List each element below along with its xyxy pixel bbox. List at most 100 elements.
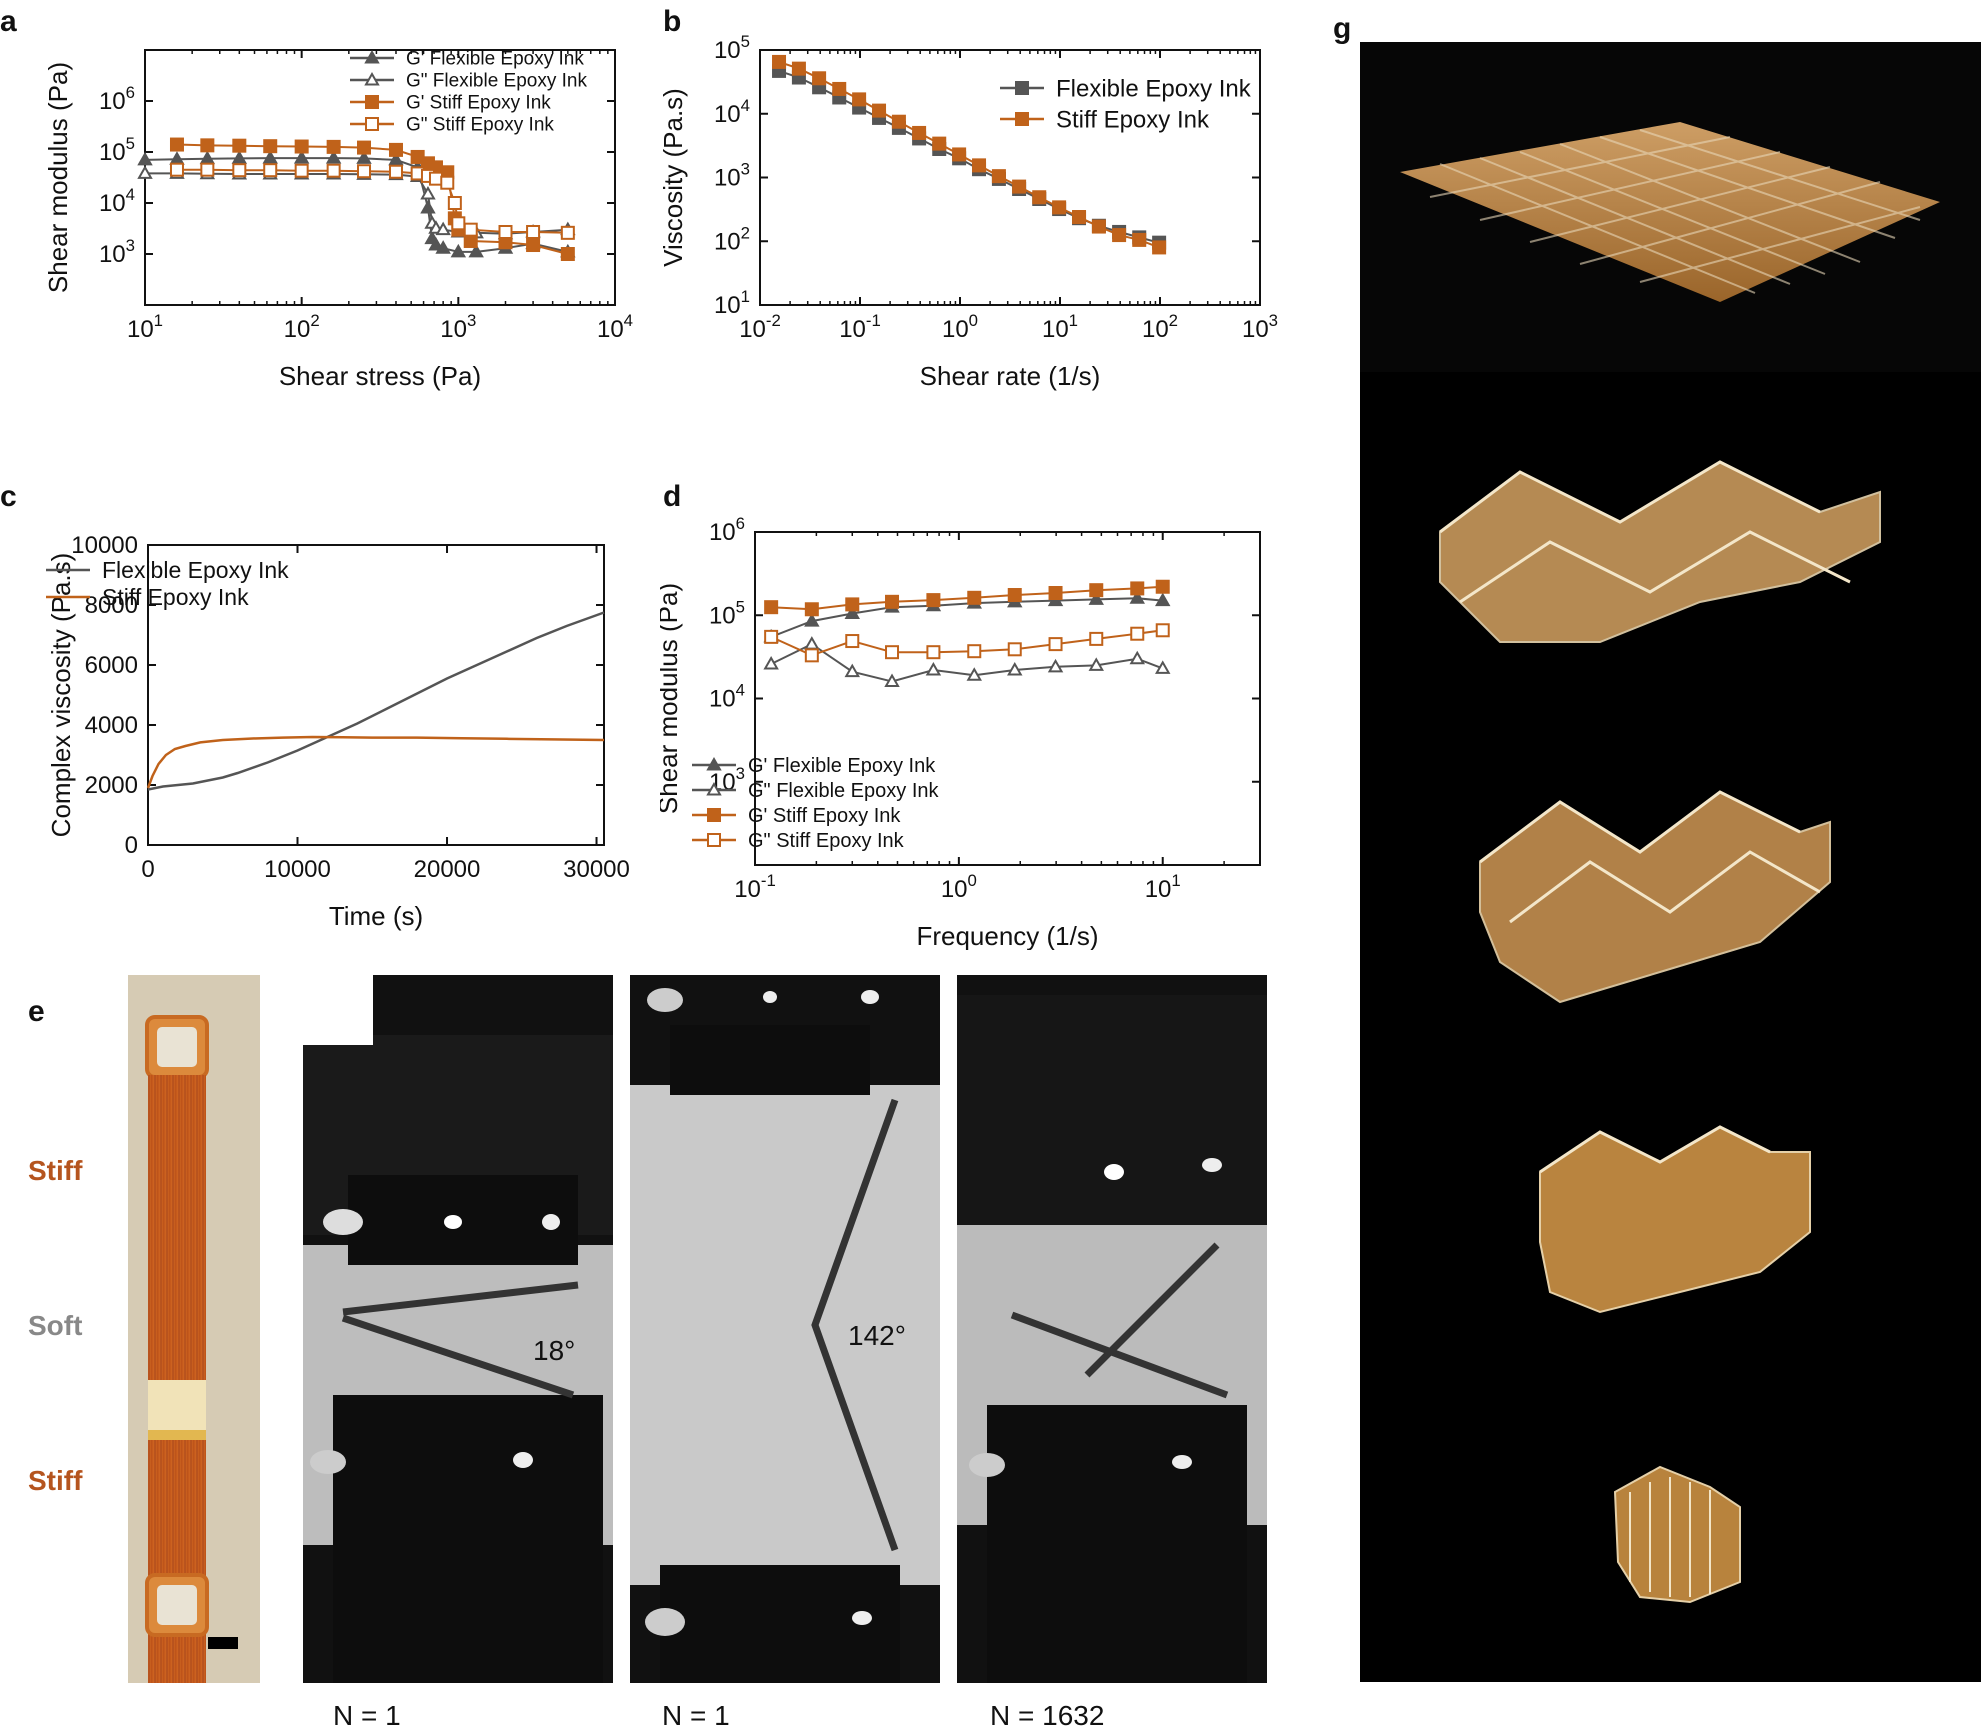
- data-point: [294, 139, 309, 154]
- data-point: [294, 163, 309, 178]
- x-tick-label: 10000: [264, 856, 331, 883]
- data-point: [1152, 240, 1167, 255]
- chart-b-viscosity-vs-shear-rate: 10-2 10-1 100 101 102 103 101 102 103 104 105 Shear…: [660, 32, 1278, 391]
- y-tick-label: 4000: [85, 712, 138, 739]
- scale-bar: [208, 1637, 238, 1649]
- data-point: [463, 222, 478, 237]
- legend-label: G' Stiff Epoxy Ink: [406, 93, 551, 114]
- data-point: [1130, 581, 1145, 596]
- data-point: [844, 663, 860, 678]
- angle-label-1: 18°: [533, 1335, 576, 1366]
- data-point: [1132, 232, 1147, 247]
- legend-label: Flexible Epoxy Ink: [1056, 75, 1252, 102]
- y-tick-label: 101: [714, 287, 750, 319]
- data-point: [560, 225, 575, 240]
- strip-photo: [128, 975, 260, 1732]
- y-tick-label: 105: [709, 597, 745, 629]
- panel-label-b: b: [663, 5, 682, 38]
- data-point: [435, 221, 451, 236]
- y-tick-label: 103: [99, 236, 135, 268]
- data-point: [926, 645, 941, 660]
- legend-marker: [707, 808, 721, 822]
- data-point: [1155, 579, 1170, 594]
- y-tick-label: 0: [125, 832, 138, 859]
- strip-illustration: [145, 1015, 238, 1732]
- y-axis-label: Complex viscosity (Pa.s): [46, 553, 76, 838]
- data-point: [468, 243, 484, 258]
- x-tick-label: 10-1: [734, 871, 776, 903]
- panel-label-e: e: [28, 995, 45, 1028]
- data-point: [356, 150, 372, 164]
- data-point: [764, 600, 779, 615]
- x-tick-label: 101: [1145, 871, 1181, 903]
- y-tick-label: 105: [714, 32, 750, 64]
- fold-test-photo-3: [957, 975, 1267, 1683]
- data-point: [884, 673, 900, 688]
- data-point: [1091, 219, 1106, 234]
- legend-label: G' Flexible Epoxy Ink: [406, 49, 584, 70]
- data-point: [169, 162, 184, 177]
- data-point: [804, 648, 819, 663]
- plot-frame: [754, 531, 1261, 866]
- data-point: [440, 175, 455, 190]
- y-tick-label: 6000: [85, 652, 138, 679]
- data-point: [966, 667, 982, 681]
- data-point: [1112, 228, 1127, 243]
- data-point: [388, 142, 403, 157]
- cycle-label-2: N = 1: [662, 1700, 730, 1731]
- legend-label: G' Flexible Epoxy Ink: [748, 755, 936, 777]
- data-point: [791, 61, 806, 76]
- data-point: [1089, 583, 1104, 598]
- data-point: [1052, 200, 1067, 215]
- data-point: [844, 605, 860, 619]
- data-point: [451, 216, 466, 231]
- data-point: [852, 92, 867, 107]
- data-point: [357, 164, 372, 179]
- angle-label-2: 142°: [848, 1320, 906, 1351]
- chart-a-shear-modulus-vs-stress: 101 102 103 104 103 104 105 106 Shear stress (Pa…: [43, 49, 633, 391]
- data-point: [263, 163, 278, 178]
- y-tick-label: 8000: [85, 592, 138, 619]
- legend-label: Flexible Epoxy Ink: [102, 557, 289, 583]
- fold-test-photo-2: 142°: [630, 975, 940, 1683]
- legend-marker: [1015, 81, 1029, 95]
- x-tick-label: 10-2: [739, 311, 781, 343]
- legend-marker: [706, 781, 722, 796]
- folding-structures-illustration: [1360, 42, 1981, 1682]
- folding-sequence-photo: [1360, 42, 1981, 1682]
- data-point: [1089, 631, 1104, 646]
- data-point: [967, 644, 982, 659]
- y-tick-label: 104: [99, 185, 135, 217]
- data-point: [1047, 658, 1064, 673]
- data-point: [388, 151, 404, 166]
- data-point: [991, 169, 1006, 184]
- data-point: [232, 138, 247, 153]
- data-point: [1155, 623, 1170, 638]
- data-point: [967, 590, 982, 605]
- data-point: [388, 164, 403, 179]
- data-point: [812, 71, 827, 86]
- legend-label: G" Stiff Epoxy Ink: [406, 115, 554, 136]
- x-tick-label: 100: [942, 311, 978, 343]
- data-point: [1032, 190, 1047, 205]
- data-point: [450, 243, 467, 258]
- x-tick-label: 20000: [414, 856, 481, 883]
- data-point: [428, 171, 443, 186]
- data-point: [804, 602, 819, 617]
- fold-test-photo-1: 18°: [303, 975, 613, 1683]
- cycle-label-1: N = 1: [333, 1700, 401, 1731]
- data-point: [357, 140, 372, 155]
- data-point: [1129, 650, 1145, 665]
- data-point: [1155, 592, 1171, 607]
- chart-c-complex-viscosity-vs-time: 0 10000 20000 30000 0 2000 4000 6000 8000 10000 Ti…: [46, 532, 630, 931]
- y-tick-label: 106: [709, 514, 745, 546]
- data-point: [832, 81, 847, 96]
- x-tick-label: 101: [1042, 311, 1078, 343]
- plot-frame: [144, 49, 616, 306]
- y-axis-label: Viscosity (Pa.s): [660, 88, 688, 267]
- data-point: [137, 151, 153, 166]
- data-point: [1048, 586, 1063, 601]
- data-point: [1155, 660, 1171, 674]
- x-tick-label: 102: [1142, 311, 1178, 343]
- data-point: [526, 238, 541, 253]
